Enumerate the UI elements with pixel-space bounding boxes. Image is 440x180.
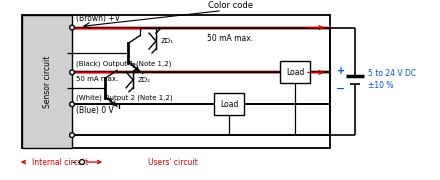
Text: Internal circuit: Internal circuit	[32, 158, 88, 166]
Text: (Blue) 0 V: (Blue) 0 V	[76, 106, 114, 115]
Text: Users' circuit: Users' circuit	[148, 158, 198, 166]
Text: Tr₂: Tr₂	[107, 98, 116, 104]
Circle shape	[70, 102, 74, 107]
Text: (Black) Output 1 (Note 1,2): (Black) Output 1 (Note 1,2)	[76, 61, 171, 67]
Bar	[22, 15, 72, 148]
Bar	[22, 15, 330, 148]
Text: 50 mA max.: 50 mA max.	[207, 34, 253, 43]
Text: Load: Load	[220, 100, 238, 109]
Text: −: −	[336, 84, 346, 94]
Circle shape	[70, 25, 74, 30]
Circle shape	[70, 70, 74, 75]
Text: 50 mA max.: 50 mA max.	[76, 76, 118, 82]
Bar	[280, 61, 310, 83]
Text: Color code: Color code	[208, 1, 253, 10]
Text: (White) Output 2 (Note 1,2): (White) Output 2 (Note 1,2)	[76, 95, 172, 101]
Bar	[214, 93, 244, 115]
Text: (Brown) +V: (Brown) +V	[76, 14, 120, 22]
Text: +: +	[337, 66, 345, 76]
Circle shape	[70, 133, 74, 138]
Circle shape	[70, 102, 74, 107]
Circle shape	[70, 25, 74, 30]
Circle shape	[80, 160, 84, 165]
Text: ZD₁: ZD₁	[161, 38, 174, 44]
Circle shape	[70, 133, 74, 138]
Text: Load: Load	[286, 68, 304, 77]
Circle shape	[70, 70, 74, 75]
Text: 5 to 24 V DC
±10 %: 5 to 24 V DC ±10 %	[368, 69, 416, 90]
Text: Tr₁: Tr₁	[130, 63, 139, 69]
Text: Sensor circuit: Sensor circuit	[43, 55, 51, 107]
Text: ZD₂: ZD₂	[138, 77, 151, 83]
